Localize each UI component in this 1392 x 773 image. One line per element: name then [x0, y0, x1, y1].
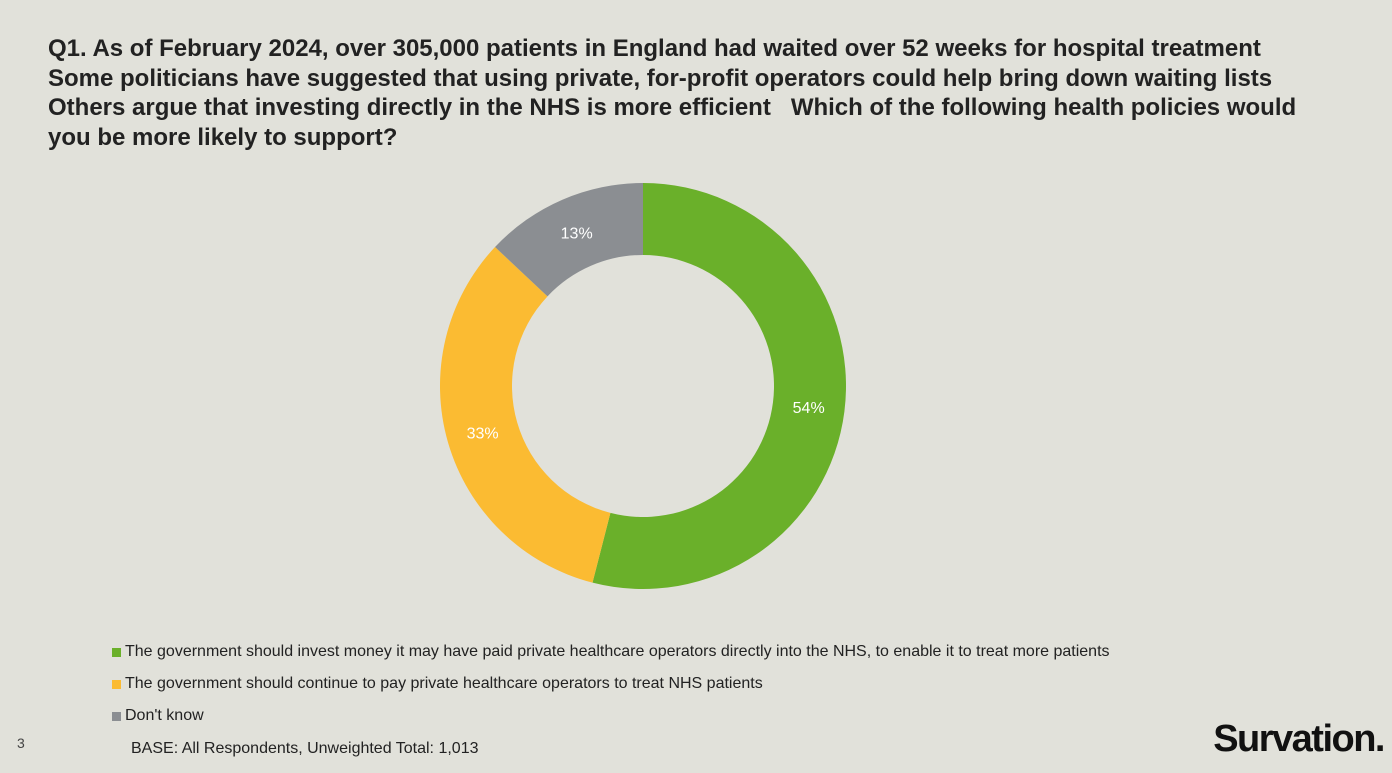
data-label: 33% — [467, 426, 499, 443]
legend-label: The government should continue to pay pr… — [125, 675, 763, 692]
page-number: 3 — [17, 735, 25, 751]
legend-swatch — [112, 679, 121, 689]
donut-slice — [440, 247, 611, 583]
legend-swatch — [112, 711, 121, 721]
legend-item: Don't know — [112, 700, 1110, 732]
survation-logo: Survation. — [1213, 718, 1385, 760]
donut-slice — [592, 183, 847, 589]
legend-swatch — [112, 647, 121, 657]
legend-label: The government should invest money it ma… — [125, 643, 1110, 660]
data-label: 54% — [793, 400, 825, 417]
donut-slice — [495, 183, 643, 297]
slide-title: Q1. As of February 2024, over 305,000 pa… — [48, 35, 1303, 151]
data-label: 13% — [561, 226, 593, 243]
legend-item: The government should continue to pay pr… — [112, 668, 1110, 700]
chart-legend: The government should invest money it ma… — [112, 636, 1110, 732]
base-note: BASE: All Respondents, Unweighted Total:… — [131, 740, 479, 757]
legend-label: Don't know — [125, 707, 204, 724]
legend-item: The government should invest money it ma… — [112, 636, 1110, 668]
